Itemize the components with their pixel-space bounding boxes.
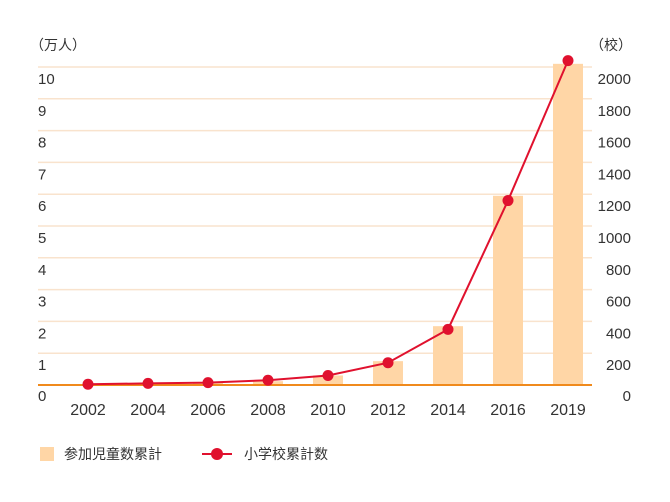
left-axis-ticks: 0 1 2 3 4 5 6 7 8 9 10 — [38, 71, 55, 405]
left-tick-label: 2 — [38, 325, 46, 342]
grid-lines — [38, 66, 592, 354]
line-point — [502, 195, 514, 207]
legend: 参加児童数累計 小学校累計数 — [40, 446, 328, 463]
right-axis-unit: （校） — [590, 37, 632, 54]
right-tick-label: 1000 — [598, 230, 631, 247]
line-point — [82, 378, 94, 390]
left-tick-label: 0 — [38, 388, 46, 405]
left-tick-label: 9 — [38, 103, 46, 120]
legend-line-marker — [211, 448, 223, 460]
bar-series — [73, 63, 583, 385]
x-tick-label: 2010 — [310, 402, 346, 419]
x-tick-label: 2002 — [70, 402, 106, 419]
left-tick-label: 10 — [38, 71, 55, 88]
left-tick-label: 3 — [38, 294, 46, 311]
legend-line-label: 小学校累計数 — [244, 446, 328, 463]
right-tick-label: 200 — [606, 357, 631, 374]
right-tick-label: 1600 — [598, 135, 631, 152]
right-tick-label: 800 — [606, 262, 631, 279]
x-axis-ticks: 2002 2004 2006 2008 2010 2012 2014 2016 2019 — [70, 402, 586, 419]
line-point — [562, 55, 574, 67]
left-tick-label: 5 — [38, 230, 46, 247]
bar — [373, 361, 403, 385]
right-tick-label: 1200 — [598, 198, 631, 215]
line-series — [82, 55, 574, 390]
right-tick-label: 600 — [606, 294, 631, 311]
x-tick-label: 2012 — [370, 402, 406, 419]
x-tick-label: 2008 — [250, 402, 286, 419]
legend-bar-swatch — [40, 447, 54, 461]
x-tick-label: 2019 — [550, 402, 586, 419]
bar — [553, 63, 583, 385]
line-point — [142, 377, 154, 389]
left-axis-unit: （万人） — [30, 38, 86, 54]
line-point — [442, 323, 454, 335]
right-tick-label: 400 — [606, 325, 631, 342]
left-tick-label: 4 — [38, 262, 46, 279]
right-tick-label: 1400 — [598, 166, 631, 183]
line-point — [382, 357, 394, 369]
right-axis-ticks: 0 200 400 600 800 1000 1200 1400 1600 1800 2000 — [598, 71, 631, 405]
left-tick-label: 6 — [38, 198, 46, 215]
right-tick-label: 1800 — [598, 103, 631, 120]
line-point — [262, 374, 274, 386]
left-tick-label: 8 — [38, 135, 46, 152]
line-point — [202, 377, 214, 389]
line-point — [322, 369, 334, 381]
left-tick-label: 7 — [38, 166, 46, 183]
right-tick-label: 2000 — [598, 71, 631, 88]
legend-bar-label: 参加児童数累計 — [64, 446, 162, 463]
right-tick-label: 0 — [623, 388, 631, 405]
x-tick-label: 2014 — [430, 402, 466, 419]
x-tick-label: 2006 — [190, 402, 226, 419]
bar — [493, 195, 523, 385]
left-tick-label: 1 — [38, 357, 46, 374]
x-tick-label: 2004 — [130, 402, 166, 419]
x-tick-label: 2016 — [490, 402, 526, 419]
